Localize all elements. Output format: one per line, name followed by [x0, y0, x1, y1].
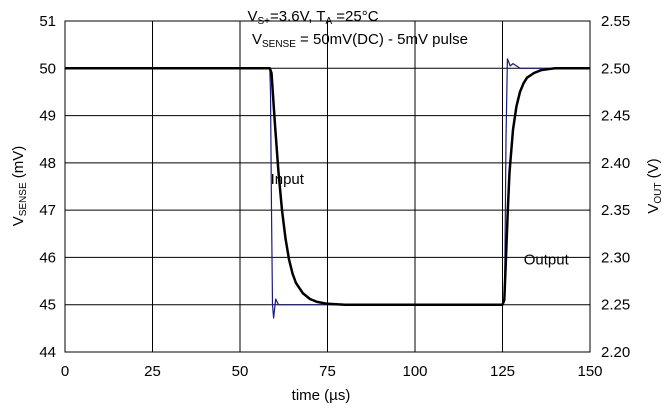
y-right-tick-label-1: 2.25: [601, 297, 630, 314]
x-axis-label: time (µs): [292, 387, 351, 404]
y-left-tick-label-5: 49: [39, 108, 56, 125]
y-right-tick-label-0: 2.20: [601, 344, 630, 361]
y-right-label-part-2: (V): [645, 158, 662, 182]
title-2-part-2: = 50mV(DC) - 5mV pulse: [296, 31, 468, 48]
y-left-tick-label-4: 48: [39, 155, 56, 172]
title-1-part-1: S+: [257, 16, 270, 27]
y-right-tick-label-4: 2.40: [601, 155, 630, 172]
annotation-input: Input: [271, 171, 305, 188]
y-left-tick-label-7: 51: [39, 13, 56, 30]
tick-labels: 0 25 50 75 100 125 150 44 45 46 47 48 49 50 51 2.20 2.25…: [39, 13, 630, 380]
x-tick-label-0: 0: [61, 363, 69, 380]
y-right-tick-label-3: 2.35: [601, 202, 630, 219]
title-1-part-3: A: [325, 16, 332, 27]
chart-title-line-1: VS+=3.6V, TA =25°C: [247, 8, 378, 27]
x-tick-label-3: 75: [319, 363, 336, 380]
series-line-output: [65, 67, 590, 306]
annotations: Input Output: [271, 171, 570, 268]
y-left-tick-label-1: 45: [39, 297, 56, 314]
y-left-tick-label-3: 47: [39, 202, 56, 219]
title-1-part-4: =25°C: [332, 8, 379, 25]
y-left-label-part-2: (mV): [10, 146, 27, 183]
y-right-label-part-1: OUT: [653, 183, 664, 204]
y-left-label-part-0: V: [10, 216, 27, 226]
x-tick-label-1: 25: [144, 363, 161, 380]
y-left-tick-label-0: 44: [39, 344, 56, 361]
y-right-tick-label-5: 2.45: [601, 108, 630, 125]
y-right-tick-label-2: 2.30: [601, 249, 630, 266]
title-2-part-0: V: [252, 31, 262, 48]
chart-title-line-2: VSENSE = 50mV(DC) - 5mV pulse: [252, 31, 468, 50]
y-right-tick-label-7: 2.55: [601, 13, 630, 30]
x-tick-label-4: 100: [402, 363, 427, 380]
y-left-tick-label-2: 46: [39, 249, 56, 266]
y-right-tick-label-6: 2.50: [601, 60, 630, 77]
y-axis-right-label: VOUT (V): [645, 158, 664, 213]
title-1-part-2: =3.6V, T: [270, 8, 325, 25]
annotation-output: Output: [524, 252, 570, 269]
x-tick-label-2: 50: [232, 363, 249, 380]
title-1-part-0: V: [247, 8, 257, 25]
x-tick-label-6: 150: [577, 363, 602, 380]
title-2-part-1: SENSE: [262, 39, 296, 50]
x-tick-label-5: 125: [490, 363, 515, 380]
y-left-tick-label-6: 50: [39, 60, 56, 77]
y-left-label-part-1: SENSE: [18, 182, 29, 216]
series-layer: [65, 58, 590, 319]
y-right-label-part-0: V: [645, 204, 662, 214]
y-axis-left-label: VSENSE (mV): [10, 146, 29, 227]
